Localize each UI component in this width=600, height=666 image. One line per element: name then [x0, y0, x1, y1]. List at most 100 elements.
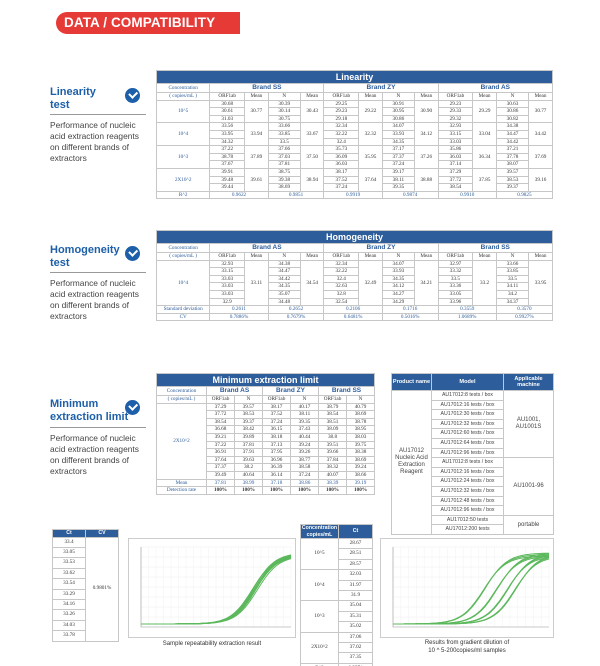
column-header: N [381, 252, 416, 261]
column-header: Mean [244, 92, 269, 101]
cv-cell: 1.0689% [437, 312, 497, 322]
amplification-curve [141, 558, 292, 625]
value-cell: 37.81 [234, 440, 263, 450]
value-cell: 37.14 [437, 160, 474, 169]
table-row: 10^3 35.04 [300, 600, 373, 633]
value-cell: 38.42 [234, 425, 263, 434]
brand-header: Brand AS [206, 386, 263, 396]
model-cell: AU17012:16 tests / box [431, 466, 504, 478]
table-row: 35.02 [301, 621, 373, 633]
ct-cell: 35.31 [338, 610, 373, 623]
mean-cell: 33.67 [299, 122, 325, 147]
table-row: R^2 0.9622 0.9851 0.9919 0.9874 0.9910 0.9825 [155, 190, 554, 200]
table-row: 35.31 [301, 610, 373, 623]
brand-header: Brand AS [209, 243, 325, 253]
value-cell: 32.63 [323, 282, 360, 291]
table-row: 31.97 [301, 579, 373, 592]
value-cell: 39.24 [290, 440, 319, 450]
value-cell: 38.54 [437, 183, 474, 192]
group-label: 2X10^2 [156, 402, 207, 480]
value-cell: 39.57 [234, 402, 263, 412]
ct-cell: 37.35 [338, 652, 373, 664]
table-title: Minimum extraction limit [155, 373, 376, 387]
homogeneity-title-2: test [50, 257, 70, 269]
value-cell: 32.8 [323, 289, 360, 299]
column-header: N [234, 395, 263, 404]
mean-cell: 38.99 [234, 478, 263, 488]
ct-cell: 37.02 [338, 642, 373, 654]
value-cell: 30.95 [381, 107, 416, 116]
value-cell: 37.95 [262, 448, 291, 457]
homogeneity-table: Homogeneity Concentration Brand AS Brand ZY… [155, 230, 554, 322]
linearity-description: Performance of nucleic acid extraction r… [50, 120, 139, 163]
detection-rate-cell: 100% [234, 486, 263, 495]
value-cell: 34.35 [267, 282, 301, 291]
table-row: Detection rate 100% 100% 100% 100% 100% 100% [156, 486, 376, 495]
brand-header: Brand ZY [323, 83, 439, 93]
mean-cell: 34.21 [414, 259, 439, 307]
ct-cell: 32.03 [338, 569, 373, 581]
group-label: 2X10^2 [300, 631, 339, 664]
mean-cell: 32.32 [358, 122, 383, 147]
value-cell: 38.78 [345, 417, 376, 427]
value-cell: 34.38 [267, 259, 301, 269]
check-icon [125, 400, 140, 415]
table-row: 10^5 28.67 [300, 537, 373, 571]
mean-cell: 37.85 [472, 167, 497, 192]
sd-cell: 0.2106 [323, 305, 383, 314]
value-cell: 37.81 [267, 160, 301, 169]
sd-cell: 0.1716 [381, 305, 439, 314]
mean-cell: 39.61 [244, 167, 269, 192]
value-cell: 38.11 [381, 175, 416, 185]
ct-cell: 33.4 [52, 536, 86, 548]
value-cell: 38.95 [345, 425, 376, 434]
column-header: N [495, 252, 530, 261]
mean-cell: 36.34 [472, 145, 497, 169]
value-cell: 36.09 [323, 152, 360, 162]
value-cell: 34.38 [495, 122, 530, 131]
model-cell: AU17012:8 tests / box [431, 390, 504, 401]
column-header: ORF1ab [323, 92, 360, 101]
value-cell: 34.07 [381, 259, 416, 269]
brand-header: Brand ZY [323, 243, 439, 253]
value-cell: 33.93 [381, 129, 416, 139]
linearity-table: Linearity Concentration Brand SS Brand ZY Br… [155, 70, 554, 200]
sd-cell: 0.3559 [437, 305, 497, 314]
value-cell: 32.97 [437, 259, 474, 269]
repeatability-chart [128, 538, 296, 638]
group-label: 10^5 [155, 99, 211, 124]
column-header: Mean [299, 252, 325, 261]
value-cell: 38.51 [318, 417, 347, 427]
model-cell: AU17012:30 tests / box [431, 409, 504, 420]
value-cell: 33.85 [495, 267, 530, 276]
value-cell: 37.22 [206, 440, 235, 450]
value-cell: 38.69 [267, 183, 301, 192]
ct-cell: 35.02 [338, 621, 373, 633]
brand-header: Brand SS [317, 386, 376, 396]
gradient-header: Concentration copies/mL [300, 524, 339, 539]
table-row: Homogeneity [156, 230, 553, 244]
product-header: Model [431, 373, 504, 391]
column-header: Mean [528, 92, 553, 101]
column-header: ORF1ab [323, 252, 360, 261]
sd-cell: 0.3570 [495, 305, 554, 314]
value-cell: 37.84 [318, 455, 347, 465]
column-header: N [495, 92, 530, 101]
mean-cell: 34.42 [528, 122, 553, 147]
value-cell: 29.33 [437, 107, 474, 116]
minimum-extraction-table: Minimum extraction limit Concentration Bra… [155, 373, 376, 495]
value-cell: 36.39 [262, 463, 291, 472]
value-cell: 38.58 [290, 463, 319, 472]
table-row: CV 0.7886% 0.7679% 0.6481% 0.5016% 1.0689% 0.9… [155, 312, 554, 322]
model-cell: AU17012:16 tests / box [431, 399, 504, 411]
machine-cell: portable [503, 514, 554, 535]
detection-rate-cell: 100% [206, 486, 235, 495]
value-cell: 32.34 [323, 259, 360, 269]
value-cell: 40.79 [345, 402, 376, 412]
value-cell: 29.18 [323, 114, 360, 124]
r2-cell: 0.9910 [437, 190, 497, 200]
value-cell: 37.24 [290, 470, 319, 480]
value-cell: 38.11 [290, 410, 319, 419]
r2-cell: 0.9622 [209, 190, 269, 200]
column-header: Mean [414, 92, 439, 101]
